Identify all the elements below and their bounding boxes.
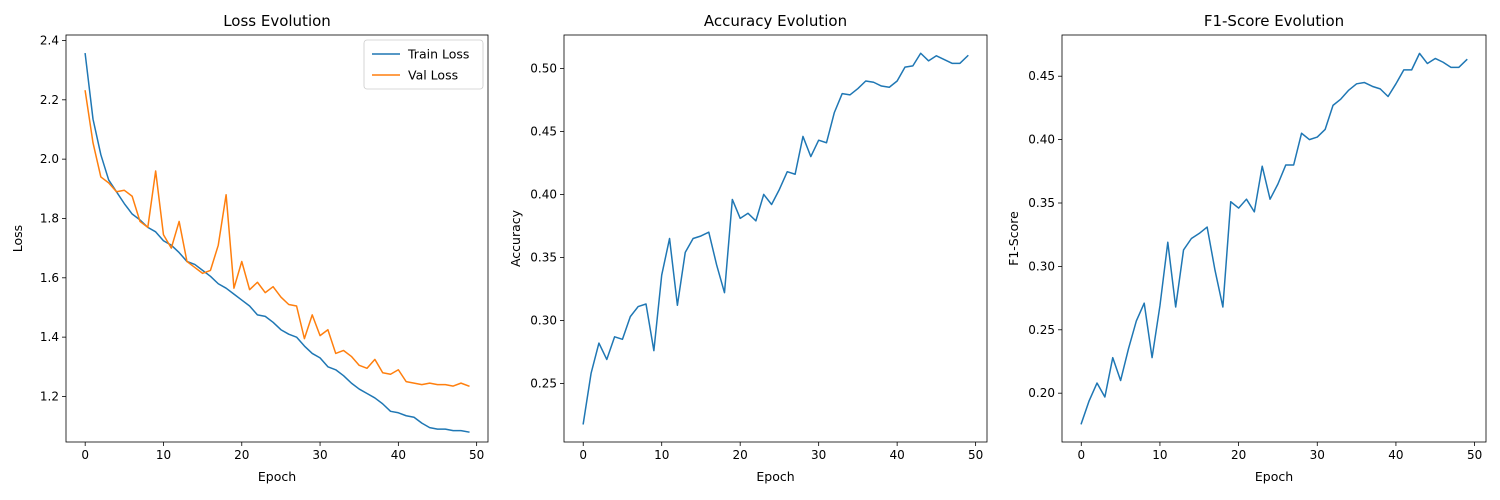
y-tick-label: 0.20 [1028,386,1055,400]
x-axis-label: Epoch [756,469,794,484]
x-tick-label: 30 [811,448,826,462]
y-tick-label: 2.0 [40,152,59,166]
x-tick-label: 0 [579,448,587,462]
plot-frame [65,34,489,443]
x-tick-label: 20 [234,448,249,462]
x-tick-label: 10 [156,448,171,462]
y-tick-label: 0.25 [1028,323,1055,337]
x-tick-label: 20 [733,448,748,462]
x-tick-label: 40 [391,448,406,462]
x-tick-label: 50 [469,448,484,462]
legend: Train Loss Val Loss [363,39,484,90]
y-tick-label: 0.50 [530,61,557,75]
x-tick-label: 20 [1231,448,1246,462]
y-tick-label: 0.40 [530,187,557,201]
y-tick-label: 2.4 [40,33,59,47]
x-tick-label: 50 [1467,448,1482,462]
f1-score-evolution-panel: F1-Score Evolution 0 10 20 30 40 50 0.20 0.25 0.3… [1006,12,1487,484]
plot-frame [563,34,988,443]
y-tick-label: 2.2 [40,93,59,107]
y-axis-label: F1-Score [1006,211,1021,266]
x-tick-label: 10 [654,448,669,462]
y-axis-label: Accuracy [508,209,523,267]
y-tick-label: 0.45 [530,124,557,138]
y-tick-label: 0.45 [1028,69,1055,83]
y-tick-label: 0.30 [530,313,557,327]
accuracy-evolution-panel: Accuracy Evolution 0 10 20 30 40 50 0.25 0.30 0.3… [508,12,988,484]
x-tick-label: 40 [890,448,905,462]
loss-evolution-panel: Loss Evolution 0 10 20 30 40 50 1.2 1.4 1.6 1.8 2.0… [10,12,489,484]
x-tick-label: 50 [968,448,983,462]
chart-title: F1-Score Evolution [1204,12,1344,30]
chart-title: Accuracy Evolution [704,12,847,30]
y-tick-label: 1.8 [40,211,59,225]
y-tick-label: 1.6 [40,271,59,285]
x-tick-label: 30 [1310,448,1325,462]
y-tick-label: 0.35 [530,250,557,264]
x-tick-label: 0 [81,448,89,462]
x-tick-label: 30 [312,448,327,462]
y-tick-label: 0.30 [1028,259,1055,273]
legend-label: Val Loss [408,68,458,83]
y-tick-label: 1.4 [40,330,59,344]
legend-box [363,39,484,90]
chart-title: Loss Evolution [223,12,331,30]
series-line-train-loss [84,53,470,433]
series-line-0 [582,52,969,425]
x-tick-label: 0 [1077,448,1085,462]
series-line-0 [1080,52,1468,425]
x-axis-label: Epoch [258,469,296,484]
legend-label: Train Loss [407,47,469,62]
plot-frame [1061,34,1487,443]
y-tick-label: 0.35 [1028,196,1055,210]
x-axis-label: Epoch [1255,469,1293,484]
series-line-val-loss [84,90,470,388]
y-tick-label: 1.2 [40,389,59,403]
x-tick-label: 40 [1388,448,1403,462]
x-tick-label: 10 [1152,448,1167,462]
y-tick-label: 0.25 [530,376,557,390]
y-tick-label: 0.40 [1028,133,1055,147]
y-axis-label: Loss [10,225,25,252]
